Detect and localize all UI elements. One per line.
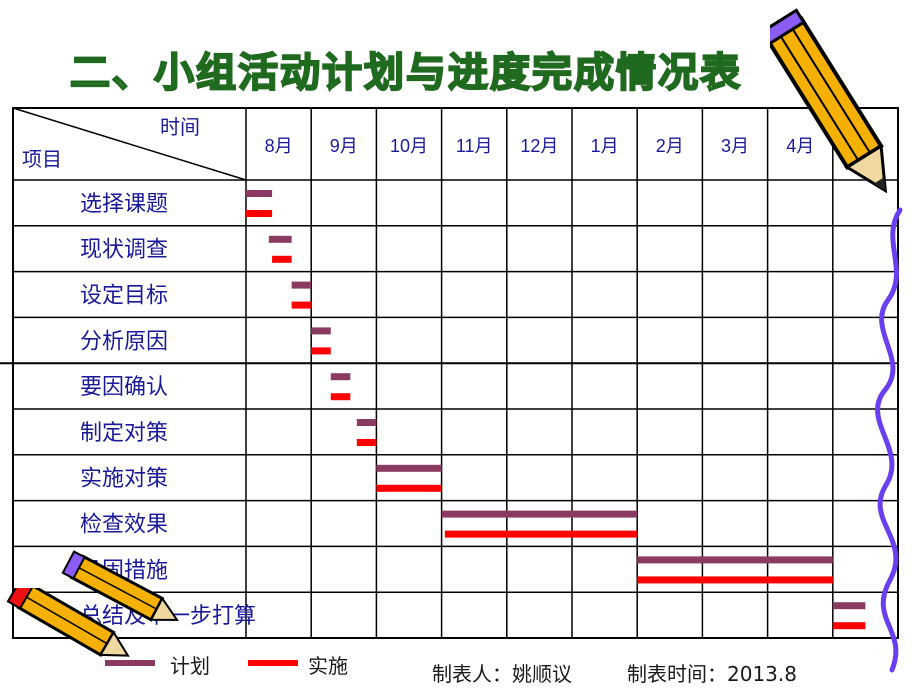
pencil-icon-small bbox=[61, 550, 179, 622]
month-label: 2月 bbox=[656, 136, 684, 156]
actual-bar bbox=[832, 622, 866, 630]
plan-bar bbox=[330, 373, 351, 381]
page-title: 二、小组活动计划与进度完成情况表 bbox=[69, 49, 742, 97]
plan-bar bbox=[637, 556, 833, 564]
actual-bar bbox=[444, 530, 638, 538]
plan-bar bbox=[268, 235, 292, 243]
task-label: 制定对策 bbox=[80, 421, 168, 446]
pencil-icon bbox=[770, 8, 888, 194]
legend-plan-swatch bbox=[105, 660, 155, 666]
footer-date: 制表时间：2013.8 bbox=[627, 662, 797, 686]
actual-bar bbox=[311, 347, 331, 355]
actual-bar bbox=[291, 301, 312, 309]
actual-bar bbox=[356, 439, 377, 446]
month-label: 1月 bbox=[591, 136, 619, 156]
plan-bar bbox=[246, 190, 273, 197]
plan-bar bbox=[441, 510, 638, 518]
actual-bar bbox=[272, 255, 292, 263]
task-label: 检查效果 bbox=[80, 513, 168, 538]
legend-plan-label: 计划 bbox=[170, 654, 210, 678]
task-label: 要因确认 bbox=[80, 375, 168, 400]
month-label: 9月 bbox=[330, 136, 358, 156]
gantt-chart: 时间项目8月9月10月11月12月1月2月3月4月4月选择课题现状调查设定目标分… bbox=[0, 107, 899, 639]
plan-bar bbox=[311, 327, 331, 335]
month-label: 12月 bbox=[520, 136, 558, 156]
legend-actual-swatch bbox=[248, 660, 298, 666]
actual-bar bbox=[376, 484, 442, 492]
pencil-icon-large bbox=[6, 588, 130, 657]
footer: 计划 实施 制表人：姚顺议 制表时间：2013.8 bbox=[0, 648, 920, 688]
plan-bar bbox=[832, 602, 866, 610]
task-label: 分析原因 bbox=[80, 329, 168, 354]
month-label: 11月 bbox=[456, 136, 493, 156]
header-time-label: 时间 bbox=[160, 115, 200, 139]
actual-bar bbox=[330, 393, 351, 401]
month-label: 4月 bbox=[786, 136, 814, 156]
actual-bar bbox=[637, 576, 833, 584]
plan-bar bbox=[356, 419, 377, 426]
month-label: 3月 bbox=[721, 136, 749, 156]
plan-bar bbox=[291, 281, 312, 289]
task-label: 实施对策 bbox=[80, 467, 168, 492]
month-label: 8月 bbox=[265, 136, 293, 156]
scribble-decoration bbox=[875, 207, 903, 673]
month-label: 10月 bbox=[390, 136, 428, 156]
header-item-label: 项目 bbox=[22, 147, 62, 171]
task-label: 设定目标 bbox=[80, 284, 168, 309]
legend-actual-label: 实施 bbox=[308, 654, 348, 678]
task-label: 现状调查 bbox=[80, 238, 168, 263]
header-diagonal bbox=[12, 107, 247, 181]
actual-bar bbox=[246, 210, 273, 217]
plan-bar bbox=[376, 464, 442, 472]
task-label: 选择课题 bbox=[80, 192, 168, 217]
footer-author: 制表人：姚顺议 bbox=[432, 662, 572, 686]
